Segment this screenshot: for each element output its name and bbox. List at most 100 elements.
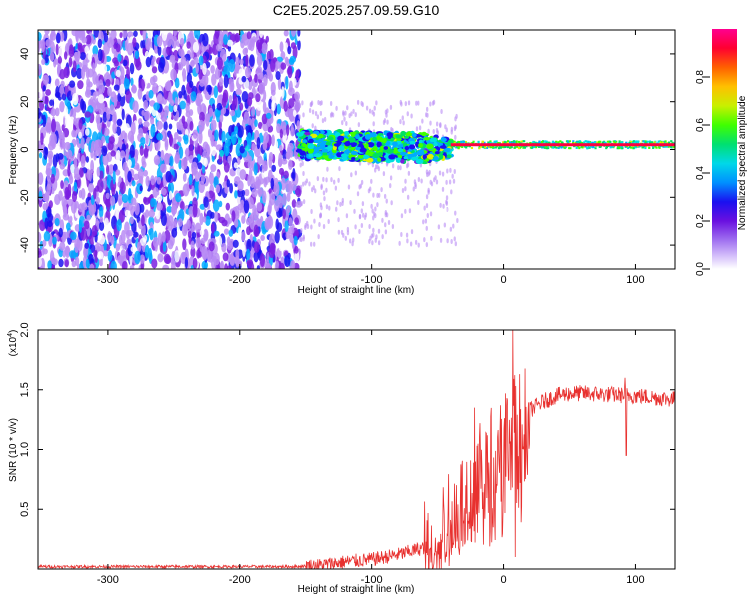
spectrogram-cell [138,117,143,125]
spectrogram-cell [124,123,131,134]
spectrogram-cell [478,147,481,150]
spectrogram-cell [313,153,322,158]
spectrogram-cell [630,142,633,145]
spectrogram-cell [235,88,242,96]
spectrogram-cell [368,186,372,192]
spectrogram-cell [276,123,281,134]
spectrogram-cell [112,122,118,134]
spectrogram-cell [329,112,333,118]
spectrogram-cell [43,231,51,242]
spectrogram-cell [74,256,80,267]
spectrogram-cell [406,111,409,117]
spectrogram-cell [351,241,354,247]
spectrogram-cell [256,99,262,111]
spectrogram-cell [605,145,609,148]
spectrogram-cell [348,113,351,119]
spectrogram-cell [294,245,299,254]
spectrogram-cell [187,230,192,239]
spectrogram-cell [395,134,403,139]
spectrogram-cell [105,78,111,87]
spectrogram-cell [40,38,46,53]
spectrogram-cell [255,65,263,80]
spectrogram-cell [143,121,150,128]
spectrogram-cell [425,158,430,162]
spectrogram-cell [164,153,171,165]
spectrogram-cell [161,30,168,42]
spectrogram-cell [122,30,128,39]
spectrogram-cell [170,68,177,81]
spectrogram-cell [44,147,49,156]
spectrogram-cell [180,56,187,67]
spectrogram-cell [377,166,381,172]
spectrogram-cell [406,194,410,200]
spectrogram-cell [391,163,395,169]
spectrogram-cell [76,30,84,39]
spectrogram-cell [249,39,255,52]
spectrogram-cell [64,259,69,268]
spectrogram-cell [89,263,95,269]
spectrogram-cell [337,229,341,235]
spectrogram-cell [151,58,155,68]
spectrogram-cell [214,129,219,142]
spectrogram-cell [453,169,456,175]
spectrogram-cell [228,229,234,237]
spectrogram-cell [439,123,442,129]
spectrogram-cell [406,238,409,244]
spectrogram-cell [140,214,145,227]
spectrogram-cell [443,147,451,153]
spectrogram-cell [234,218,239,228]
spectrogram-cell [286,124,290,137]
spectrogram-cell [241,215,246,224]
spectrogram-cell [98,221,105,231]
spectrogram-cell [200,237,206,245]
spectrogram-cell [41,246,45,256]
spectrogram-cell [118,137,123,150]
spectrogram-cell [219,149,225,157]
spectrogram-cell [268,187,272,194]
spectrogram-cell [493,141,496,144]
spectrogram-cell [503,140,506,143]
spectrogram-cell [144,244,150,259]
spectrogram-cell [199,111,206,123]
spectrogram-cell [347,137,356,143]
spectrogram-cell [409,241,413,247]
spectrogram-cell [374,237,377,243]
spectrogram-cell [268,155,273,169]
spectrogram-cell [495,140,498,143]
spectrogram-cell [210,64,215,74]
spectrogram-cell [642,140,645,143]
spectrogram-cell [365,105,369,111]
spectrogram-cell [234,190,238,199]
spectrogram-cell [174,77,180,89]
spectrogram-cell [417,177,421,183]
spectrogram-cell [455,146,458,149]
spectrogram-cell [484,146,487,149]
spectrogram-cell [178,159,182,170]
spectrogram-cell [265,112,272,119]
spectrogram-cell [522,140,525,143]
snr-ytick-label: 1.5 [19,382,31,397]
spectrogram-cell [336,152,342,158]
spectrogram-cell [101,63,108,75]
spectrogram-cell [635,142,638,145]
spectrogram-cell [108,136,115,145]
colorbar-gradient [712,29,737,269]
spectrogram-cell [203,196,209,208]
spectrogram-cell [653,141,656,144]
spectrogram-cell [278,167,285,176]
spectrogram-cell [321,148,329,153]
spectrogram-cell [506,142,509,145]
spectrogram-cell [436,130,440,136]
spectrogram-cell [552,146,555,149]
spectrogram-cell [412,186,415,192]
spectrogram-cell [313,241,316,247]
spectrogram-cell [390,126,393,132]
spectrogram-cell [85,128,90,136]
spectrogram-cell [377,192,381,198]
spectrogram-cell [655,146,658,149]
spectrogram-cell [132,37,137,48]
spectrogram-cell [78,131,82,139]
spectrogram-cell [388,154,396,160]
spectrogram-cell [199,80,205,87]
spectrogram-cell [646,140,649,143]
